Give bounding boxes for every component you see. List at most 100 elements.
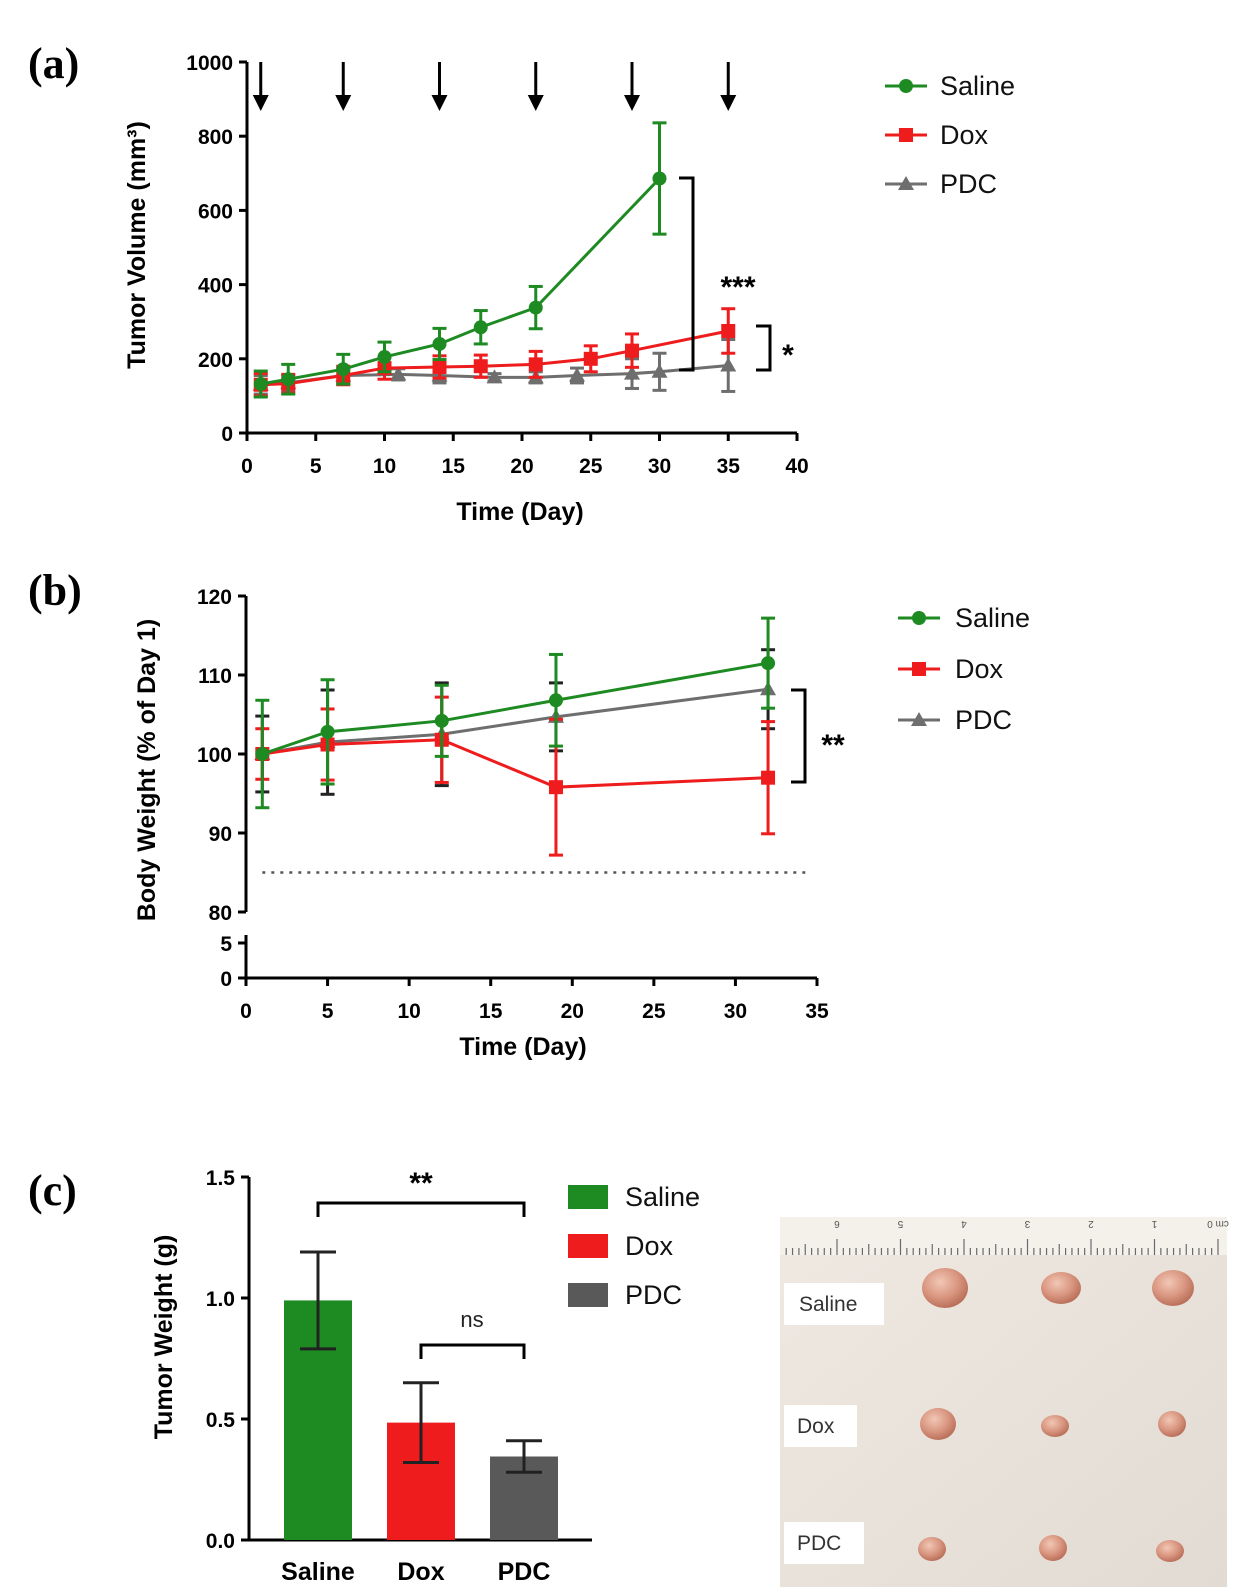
data-point-pdc xyxy=(486,369,503,384)
data-point-saline xyxy=(281,372,296,387)
chart-b-ytick-label: 120 xyxy=(197,586,232,609)
significance-label: *** xyxy=(720,271,755,304)
series-line-dox xyxy=(260,329,729,387)
chart-c-ytick-label: 0.5 xyxy=(206,1409,236,1432)
data-point-pdc xyxy=(390,366,407,381)
legend-a-pdc: PDC xyxy=(885,169,997,199)
chart-a-ylabel: Tumor Volume (mm³) xyxy=(123,121,151,369)
legend-b-saline-label: Saline xyxy=(955,603,1030,633)
ruler-number: cm 0 xyxy=(1207,1218,1229,1229)
ruler-number: 5 xyxy=(897,1218,903,1229)
significance-bracket xyxy=(316,1201,526,1217)
ruler-number: 6 xyxy=(834,1218,840,1229)
legend-a-dox-label: Dox xyxy=(940,120,989,150)
tumor-dox-1 xyxy=(920,1408,956,1440)
tumor-pdc-3 xyxy=(1156,1540,1184,1562)
series-line-dox xyxy=(262,738,769,789)
data-point-saline xyxy=(528,300,543,315)
data-point-pdc xyxy=(569,367,585,382)
chart-a-xtick-label: 35 xyxy=(717,455,741,478)
chart-a-ytick-label: 800 xyxy=(198,126,233,149)
significance-bracket xyxy=(679,176,695,372)
chart-c-ytick-label: 0.0 xyxy=(206,1530,235,1553)
chart-c-ytick-label: 1.0 xyxy=(206,1288,235,1311)
ruler-number: 2 xyxy=(1088,1218,1094,1229)
category-label-dox: Dox xyxy=(397,1558,444,1586)
legend-b: Saline Dox PDC xyxy=(898,603,1030,735)
significance-bracket xyxy=(756,324,772,372)
series-line-saline xyxy=(260,177,661,386)
data-point-dox xyxy=(583,351,598,366)
legend-c: Saline Dox PDC xyxy=(568,1182,700,1310)
chart-c-ylabel: Tumor Weight (g) xyxy=(150,1235,178,1440)
legend-a: Saline Dox PDC xyxy=(885,71,1015,199)
tumor-weight-chart: 0.0 0.5 1.0 1.5 Saline Dox PDC ** ns xyxy=(206,1167,592,1586)
photo-label-saline-box xyxy=(784,1283,884,1325)
chart-c-ytick-label: 1.5 xyxy=(206,1167,236,1190)
significance-bracket xyxy=(419,1343,526,1359)
legend-c-pdc-label: PDC xyxy=(625,1280,682,1310)
tumor-dox-2 xyxy=(1041,1415,1069,1437)
tumor-photo: 6 5 4 3 2 1 cm 0 Saline Dox PDC xyxy=(780,1217,1229,1587)
legend-c-dox: Dox xyxy=(568,1231,674,1261)
data-point-saline xyxy=(548,693,563,708)
chart-b-xtick-label: 30 xyxy=(724,1000,747,1023)
legend-b-dox: Dox xyxy=(898,654,1004,684)
data-point-saline xyxy=(473,320,488,335)
chart-a-xtick-label: 5 xyxy=(310,455,322,478)
chart-a-xtick-label: 40 xyxy=(785,455,808,478)
legend-c-saline: Saline xyxy=(568,1182,700,1212)
significance-label: ** xyxy=(821,729,845,762)
chart-b-xtick-label: 25 xyxy=(642,1000,666,1023)
data-point-dox xyxy=(761,770,776,785)
data-point-saline xyxy=(253,377,268,392)
panel-letter-b: (b) xyxy=(28,566,82,615)
data-point-dox xyxy=(528,357,543,372)
chart-a-xtick-label: 15 xyxy=(442,455,466,478)
chart-a-xtick-label: 0 xyxy=(241,455,253,478)
data-point-dox xyxy=(473,359,488,374)
photo-label-dox: Dox xyxy=(797,1415,835,1438)
chart-b-ylabel: Body Weight (% of Day 1) xyxy=(133,619,161,921)
dosing-arrow-head xyxy=(431,95,448,111)
legend-a-pdc-label: PDC xyxy=(940,169,997,199)
chart-b-ytick-label: 80 xyxy=(209,902,232,925)
chart-a-xtick-label: 10 xyxy=(373,455,396,478)
data-point-saline xyxy=(652,171,667,186)
chart-b-xtick-label: 5 xyxy=(322,1000,334,1023)
body-weight-chart: 0 5 10 15 20 25 30 35 80 90 100 110 120 0 5 ** xyxy=(197,586,845,1023)
ruler-number: 3 xyxy=(1024,1218,1030,1229)
photo-label-pdc-box xyxy=(784,1522,864,1564)
legend-a-saline: Saline xyxy=(885,71,1015,101)
data-point-pdc xyxy=(720,357,737,372)
chart-b-ytick-label: 110 xyxy=(198,665,232,688)
tumor-pdc-1 xyxy=(918,1537,946,1561)
category-label-pdc: PDC xyxy=(498,1558,551,1586)
data-point-dox xyxy=(548,780,563,795)
legend-c-pdc: PDC xyxy=(568,1280,682,1310)
dosing-arrow-head xyxy=(335,95,352,111)
chart-b-ytick-label: 100 xyxy=(197,744,232,767)
significance-label: ns xyxy=(460,1307,483,1332)
chart-a-ytick-label: 600 xyxy=(198,200,233,223)
tumor-pdc-2 xyxy=(1039,1535,1067,1561)
dosing-arrow-head xyxy=(720,95,737,111)
data-point-saline xyxy=(434,713,449,728)
chart-a-ytick-label: 400 xyxy=(198,275,233,298)
panel-letter-a: (a) xyxy=(28,39,79,88)
significance-label: ** xyxy=(409,1167,433,1200)
ruler-number: 1 xyxy=(1151,1218,1157,1229)
chart-a-xtick-label: 25 xyxy=(579,455,603,478)
chart-a-xlabel: Time (Day) xyxy=(456,498,583,526)
data-point-saline xyxy=(432,336,447,351)
photo-label-saline: Saline xyxy=(799,1293,857,1316)
dosing-arrow-head xyxy=(624,95,640,111)
legend-b-pdc: PDC xyxy=(898,705,1012,735)
data-point-dox xyxy=(432,359,447,374)
chart-b-xtick-label: 35 xyxy=(805,1000,829,1023)
ruler xyxy=(780,1217,1227,1255)
chart-a-ytick-label: 0 xyxy=(221,423,233,446)
tumor-saline-1 xyxy=(922,1268,968,1308)
